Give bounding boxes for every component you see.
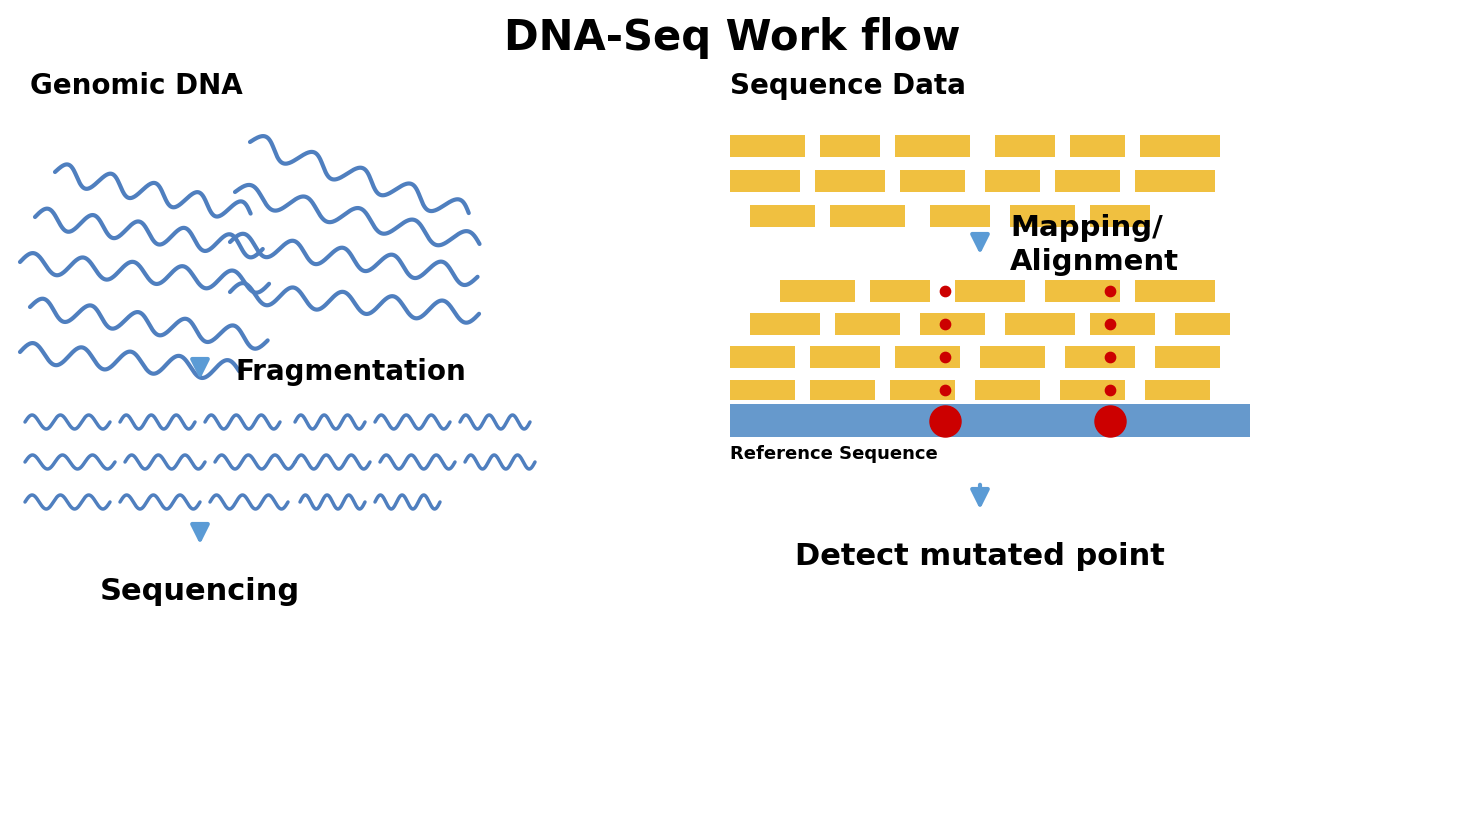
Bar: [1005, 313, 1075, 335]
Point: [933, 318, 957, 331]
Bar: [1055, 170, 1121, 192]
Bar: [810, 380, 875, 400]
Point: [933, 414, 957, 427]
Bar: [1065, 346, 1135, 368]
Bar: [835, 313, 900, 335]
Bar: [730, 170, 800, 192]
Bar: [730, 346, 795, 368]
Bar: [984, 170, 1040, 192]
Text: Mapping/
Alignment: Mapping/ Alignment: [1009, 213, 1179, 276]
Bar: [920, 313, 984, 335]
Bar: [1146, 380, 1210, 400]
Bar: [1154, 346, 1220, 368]
Bar: [730, 380, 795, 400]
Bar: [750, 313, 820, 335]
Point: [1099, 284, 1122, 298]
Bar: [870, 280, 930, 302]
Bar: [1090, 205, 1150, 227]
Bar: [895, 135, 970, 157]
Bar: [930, 205, 990, 227]
Bar: [900, 170, 965, 192]
Bar: [980, 346, 1045, 368]
Bar: [1135, 170, 1214, 192]
Bar: [831, 205, 905, 227]
Bar: [1140, 135, 1220, 157]
Point: [1099, 351, 1122, 364]
Bar: [976, 380, 1040, 400]
Bar: [1090, 313, 1154, 335]
Point: [933, 384, 957, 397]
Bar: [815, 170, 885, 192]
Text: Genomic DNA: Genomic DNA: [29, 72, 243, 100]
Bar: [750, 205, 815, 227]
Bar: [820, 135, 880, 157]
Bar: [730, 135, 804, 157]
Bar: [955, 280, 1026, 302]
Bar: [730, 404, 1250, 437]
Text: Detect mutated point: Detect mutated point: [795, 542, 1165, 571]
Text: Sequence Data: Sequence Data: [730, 72, 965, 100]
Bar: [995, 135, 1055, 157]
Bar: [810, 346, 880, 368]
Bar: [1009, 205, 1075, 227]
Point: [933, 351, 957, 364]
Text: DNA-Seq Work flow: DNA-Seq Work flow: [504, 17, 961, 59]
Bar: [1061, 380, 1125, 400]
Bar: [1135, 280, 1214, 302]
Point: [933, 284, 957, 298]
Text: Sequencing: Sequencing: [100, 577, 300, 606]
Point: [1099, 318, 1122, 331]
Point: [1099, 414, 1122, 427]
Text: Fragmentation: Fragmentation: [234, 358, 466, 386]
Bar: [1045, 280, 1121, 302]
Text: Reference Sequence: Reference Sequence: [730, 445, 938, 463]
Bar: [779, 280, 856, 302]
Bar: [891, 380, 955, 400]
Bar: [1069, 135, 1125, 157]
Bar: [1175, 313, 1231, 335]
Point: [1099, 384, 1122, 397]
Bar: [895, 346, 960, 368]
